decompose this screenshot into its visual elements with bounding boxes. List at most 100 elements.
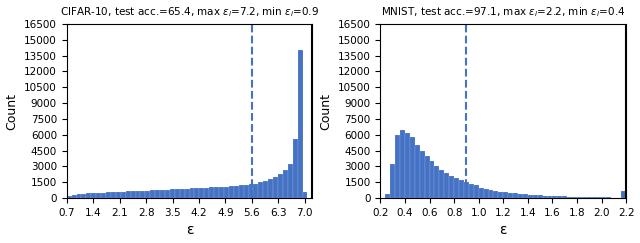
Bar — [234, 186, 239, 198]
Bar — [165, 190, 170, 198]
Bar — [170, 189, 175, 198]
Bar — [101, 193, 106, 198]
Bar — [185, 189, 189, 198]
Bar — [121, 192, 125, 198]
Bar — [96, 193, 101, 198]
Bar — [189, 189, 195, 198]
Bar — [283, 170, 288, 198]
Bar — [479, 188, 484, 198]
Bar — [239, 185, 244, 198]
Bar — [607, 197, 611, 198]
Bar — [563, 197, 567, 198]
Bar — [92, 193, 96, 198]
Bar — [410, 137, 415, 198]
Bar — [518, 194, 523, 198]
Y-axis label: Count: Count — [6, 93, 19, 130]
Bar — [400, 130, 405, 198]
Bar — [513, 193, 518, 198]
Bar — [224, 187, 229, 198]
Bar — [552, 196, 557, 198]
Bar — [484, 189, 488, 198]
Bar — [86, 193, 92, 198]
Bar — [454, 178, 459, 198]
Bar — [435, 166, 440, 198]
Bar — [273, 177, 278, 198]
Bar — [248, 184, 253, 198]
Bar — [204, 188, 209, 198]
Bar — [125, 191, 131, 198]
Bar — [72, 195, 77, 198]
Bar — [106, 192, 111, 198]
Bar — [244, 185, 248, 198]
Bar — [67, 196, 72, 198]
Bar — [292, 139, 298, 198]
Bar — [503, 192, 508, 198]
Bar — [587, 197, 592, 198]
Bar — [160, 190, 165, 198]
Bar — [140, 191, 145, 198]
Bar — [444, 173, 449, 198]
Bar — [459, 180, 464, 198]
Bar — [288, 164, 292, 198]
Bar — [602, 197, 607, 198]
Bar — [180, 189, 185, 198]
Bar — [621, 191, 626, 198]
Bar — [415, 145, 420, 198]
Bar — [390, 164, 395, 198]
Bar — [263, 181, 268, 198]
Bar — [259, 182, 263, 198]
Bar — [405, 133, 410, 198]
Bar — [508, 193, 513, 198]
Bar — [538, 195, 543, 198]
Bar — [464, 182, 469, 198]
Bar — [298, 50, 303, 198]
Bar — [145, 191, 150, 198]
Bar — [395, 135, 400, 198]
Bar — [532, 195, 538, 198]
Bar — [488, 190, 493, 198]
Bar — [596, 197, 602, 198]
Bar — [385, 194, 390, 198]
Bar — [214, 187, 219, 198]
Bar — [528, 195, 532, 198]
Title: CIFAR-10, test acc.=65.4, max $\varepsilon_i$=7.2, min $\varepsilon_i$=0.9: CIFAR-10, test acc.=65.4, max $\varepsil… — [60, 6, 319, 19]
X-axis label: ε: ε — [186, 224, 193, 237]
X-axis label: ε: ε — [500, 224, 507, 237]
Bar — [557, 196, 563, 198]
Bar — [77, 194, 81, 198]
Bar — [425, 156, 429, 198]
Bar — [278, 174, 283, 198]
Bar — [449, 176, 454, 198]
Bar — [195, 188, 200, 198]
Bar — [474, 185, 479, 198]
Bar — [209, 187, 214, 198]
Y-axis label: Count: Count — [319, 93, 332, 130]
Bar — [229, 186, 234, 198]
Bar — [111, 192, 116, 198]
Bar — [136, 191, 140, 198]
Bar — [150, 190, 155, 198]
Bar — [440, 170, 444, 198]
Bar — [582, 197, 587, 198]
Bar — [469, 184, 474, 198]
Bar — [303, 192, 307, 198]
Bar — [499, 192, 503, 198]
Bar — [429, 161, 435, 198]
Bar — [420, 151, 425, 198]
Bar — [567, 197, 572, 198]
Bar — [131, 191, 136, 198]
Bar — [81, 194, 86, 198]
Bar — [116, 192, 121, 198]
Bar — [572, 197, 577, 198]
Bar — [547, 196, 552, 198]
Bar — [577, 197, 582, 198]
Bar — [543, 196, 547, 198]
Bar — [175, 189, 180, 198]
Bar — [253, 184, 259, 198]
Bar — [523, 194, 528, 198]
Title: MNIST, test acc.=97.1, max $\varepsilon_i$=2.2, min $\varepsilon_i$=0.4: MNIST, test acc.=97.1, max $\varepsilon_… — [381, 6, 625, 19]
Bar — [493, 191, 499, 198]
Bar — [155, 190, 160, 198]
Bar — [200, 188, 204, 198]
Bar — [268, 179, 273, 198]
